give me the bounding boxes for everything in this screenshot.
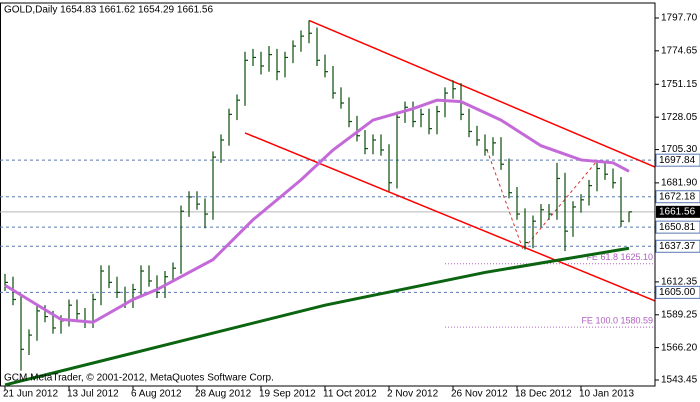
- footer: GCM MetaTrader, © 2001-2012, MetaQuotes …: [4, 373, 274, 384]
- level-label: 1672.18: [659, 191, 696, 202]
- y-tick-label: 1612.35: [661, 277, 698, 288]
- level-label-box: [655, 220, 700, 234]
- y-tick-label: 1566.20: [661, 342, 698, 353]
- x-tick-label: 10 Jan 2013: [579, 389, 634, 400]
- plot: FE 61.8 1625.10 FE 100.0 1580.59: [0, 19, 656, 387]
- y-tick-label: 1589.25: [661, 309, 698, 320]
- fibo-label: FE 100.0 1580.59: [581, 316, 653, 326]
- level-label: 1650.81: [659, 222, 696, 233]
- y-tick-label: 1681.90: [661, 178, 698, 189]
- moving-average: [4, 246, 630, 387]
- current-price-box: [656, 205, 700, 218]
- x-tick-label: 2 Nov 2012: [387, 389, 439, 400]
- current-price-label: 1661.56: [659, 206, 696, 217]
- chart-title: GOLD,Daily 1654.83 1661.62 1654.29 1661.…: [4, 5, 213, 16]
- y-tick-label: 1728.05: [661, 112, 698, 123]
- trend-line: [244, 132, 656, 302]
- x-tick-label: 26 Nov 2012: [451, 389, 508, 400]
- y-tick-label: 1774.65: [661, 45, 698, 56]
- x-tick-label: 11 Oct 2012: [323, 389, 377, 400]
- level-label-box: [655, 190, 700, 204]
- x-tick-label: 6 Aug 2012: [131, 389, 182, 400]
- y-tick-label: 1543.45: [661, 375, 698, 386]
- plot-frame: [0, 2, 656, 387]
- moving-average: [4, 98, 630, 324]
- y-tick-label: 1797.70: [661, 13, 698, 24]
- x-tick-label: 19 Sep 2012: [259, 389, 316, 400]
- x-tick-label: 18 Dec 2012: [515, 389, 572, 400]
- level-label: 1637.37: [659, 241, 696, 252]
- y-tick-label: 1751.15: [661, 79, 698, 90]
- x-tick-label: 21 Jun 2012: [3, 389, 58, 400]
- level-label-box: [655, 285, 700, 299]
- level-label: 1697.84: [659, 155, 696, 166]
- level-label: 1605.00: [659, 287, 696, 298]
- y-tick-label: 1705.30: [661, 144, 698, 155]
- trend-line: [308, 19, 656, 168]
- x-tick-label: 13 Jul 2012: [67, 389, 119, 400]
- level-label-box: [655, 239, 700, 253]
- fibo-label: FE 61.8 1625.10: [586, 252, 653, 262]
- level-label-box: [655, 153, 700, 167]
- x-tick-label: 28 Aug 2012: [195, 389, 252, 400]
